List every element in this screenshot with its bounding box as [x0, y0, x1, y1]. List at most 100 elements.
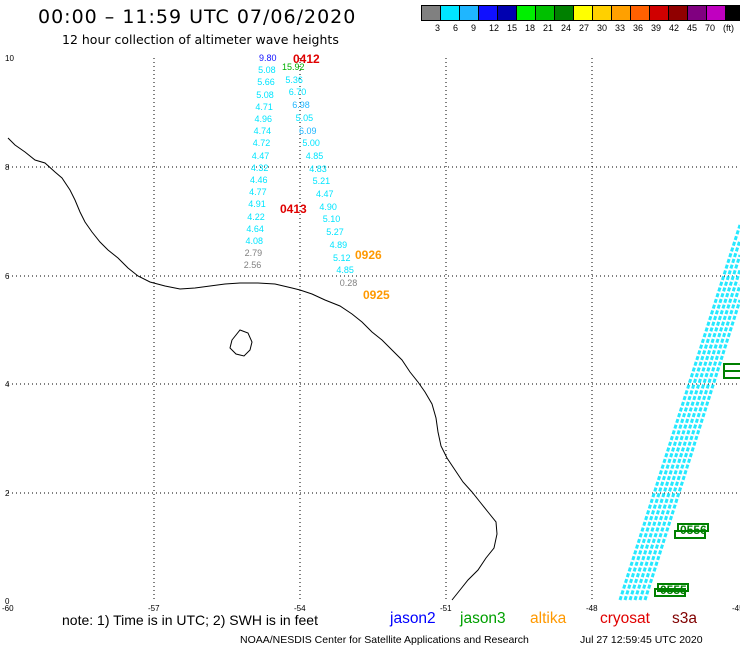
- swath-track: [618, 224, 740, 601]
- legend-label: 45: [687, 23, 698, 33]
- legend-label: 21: [543, 23, 554, 33]
- coastline: [7, 137, 498, 601]
- island: [229, 329, 253, 357]
- wave-height-label: 4.85: [336, 265, 354, 276]
- y-tick-label: 4: [5, 380, 10, 389]
- legend-label: 3: [435, 23, 441, 33]
- wave-height-label: 2.79: [244, 248, 263, 259]
- wave-height-label: 6.09: [299, 125, 317, 136]
- wave-height-label: 15.92: [282, 62, 305, 72]
- pass-time-label: 0556: [680, 523, 707, 537]
- swath-time-mark: [654, 588, 686, 597]
- legend-swatches: [421, 5, 740, 21]
- wave-height-label: 5.08: [256, 89, 274, 100]
- legend-label: 18: [525, 23, 536, 33]
- wave-height-label: 4.22: [247, 211, 265, 222]
- y-tick-label: 0: [5, 597, 10, 606]
- swath-track: [628, 254, 740, 601]
- wave-height-label: 0.28: [339, 277, 358, 288]
- satellite-swath: [618, 224, 740, 601]
- legend-label: 6: [453, 23, 459, 33]
- y-tick-label: 8: [5, 163, 10, 172]
- legend-label: 12: [489, 23, 500, 33]
- page-title: 00:00 – 11:59 UTC 07/06/2020: [38, 6, 357, 28]
- satellite-label: cryosat: [600, 610, 650, 627]
- legend-label: 70: [705, 23, 716, 33]
- legend-swatch: [725, 5, 740, 21]
- legend-label: 9: [471, 23, 477, 33]
- legend-label: 36: [633, 23, 644, 33]
- wave-height-label: 4.71: [255, 101, 273, 112]
- wave-height-label: 4.74: [253, 126, 272, 137]
- wave-height-label: 4.96: [254, 114, 273, 124]
- wave-height-label: 4.08: [245, 236, 264, 246]
- satellite-label: jason3: [460, 610, 506, 627]
- footer-credit: NOAA/NESDIS Center for Satellite Applica…: [240, 634, 529, 646]
- legend-label: (ft): [723, 23, 734, 33]
- wave-height-label: 6.70: [288, 87, 307, 98]
- wave-height-label: 4.77: [249, 187, 267, 198]
- wave-height-label: 5.00: [302, 138, 320, 149]
- swath-track: [633, 269, 740, 601]
- wave-height-label: 4.46: [250, 175, 268, 185]
- wave-height-label: 4.64: [246, 223, 264, 234]
- satellite-label: s3a: [672, 610, 697, 627]
- y-tick-label: 6: [5, 272, 10, 281]
- x-tick-label: -60: [2, 604, 14, 613]
- wave-height-label: 4.91: [248, 199, 266, 210]
- x-tick-label: -45: [732, 604, 740, 613]
- satellite-label: altika: [530, 610, 567, 627]
- x-tick-label: -57: [148, 604, 160, 613]
- footer-timestamp: Jul 27 12:59:45 UTC 2020: [580, 634, 703, 646]
- swath-time-mark: [723, 363, 740, 372]
- page-subtitle: 12 hour collection of altimeter wave hei…: [62, 32, 339, 47]
- legend-label: 24: [561, 23, 572, 33]
- legend-label: 15: [507, 23, 518, 33]
- swath-track: [638, 284, 740, 601]
- wave-height-label: 5.21: [312, 176, 331, 187]
- pass-time-label: 0413: [280, 202, 307, 216]
- wave-height-label: 5.36: [285, 74, 303, 85]
- wave-height-label: 4.83: [309, 163, 327, 174]
- axis-labels: 10 8 6 4 2 0-60 -57 -54 -51 -48 -45: [2, 54, 740, 613]
- wave-height-label: 4.47: [251, 150, 270, 161]
- legend-label: 33: [615, 23, 626, 33]
- legend-label: 30: [597, 23, 608, 33]
- swath-time-mark: [723, 370, 740, 379]
- wave-height-label: 6.98: [292, 100, 310, 111]
- swath-track: [643, 299, 740, 601]
- swath-track: [623, 239, 740, 601]
- legend-label: 42: [669, 23, 680, 33]
- wave-height-label: 5.08: [258, 65, 276, 76]
- color-legend: 3 6 9 12 15 18 21 24 27 30 33 36 39 42 45 70 (ft): [421, 5, 740, 35]
- wave-height-label: 4.72: [252, 138, 271, 149]
- legend-label: 39: [651, 23, 662, 33]
- y-tick-label: 2: [5, 489, 10, 498]
- wave-height-label: 4.47: [316, 189, 334, 199]
- legend-labels: 3 6 9 12 15 18 21 24 27 30 33 36 39 42 45 70 (ft): [421, 23, 740, 35]
- swath-time-mark: [657, 583, 689, 592]
- wave-height-label: 5.05: [295, 112, 314, 123]
- pass-time-label: 0926: [355, 248, 382, 262]
- footer-note: note: 1) Time is in UTC; 2) SWH is in fe…: [62, 612, 318, 628]
- pass-time-label: 0555: [660, 583, 687, 597]
- wave-height-label: 4.90: [319, 201, 337, 212]
- wave-height-label: 2.56: [243, 260, 262, 271]
- x-tick-label: -48: [586, 604, 598, 613]
- satellite-label: jason2: [390, 610, 436, 627]
- wave-height-label: 9.80: [259, 53, 277, 63]
- wave-height-label: 5.12: [333, 252, 351, 263]
- pass-time-label: 0412: [293, 52, 320, 66]
- wave-height-label: 4.89: [329, 239, 348, 250]
- grid-lines: [8, 58, 738, 601]
- legend-label: 27: [579, 23, 590, 33]
- y-tick-label: 10: [5, 54, 14, 63]
- wave-height-label: 4.85: [305, 150, 324, 161]
- wave-height-label: 4.32: [250, 162, 269, 173]
- x-tick-label: -54: [294, 604, 306, 613]
- pass-time-label: 0925: [363, 288, 390, 302]
- wave-height-label: 5.66: [257, 77, 275, 88]
- x-tick-label: -51: [440, 604, 452, 613]
- swath-time-mark: [677, 523, 709, 532]
